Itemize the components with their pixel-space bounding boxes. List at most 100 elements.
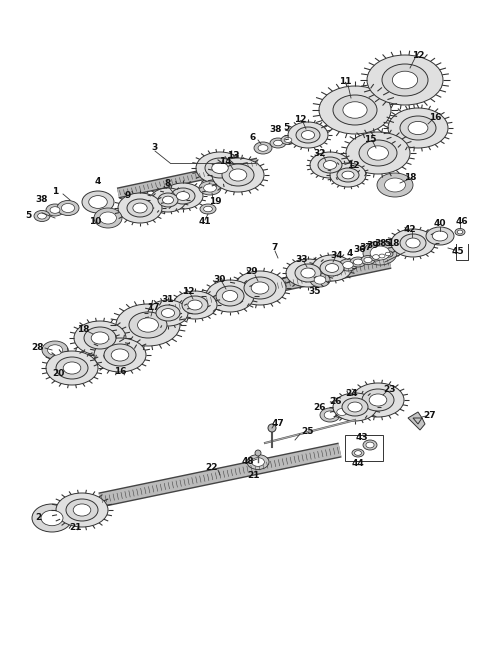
Ellipse shape bbox=[333, 95, 377, 125]
Text: 29: 29 bbox=[246, 267, 258, 276]
Text: 31: 31 bbox=[162, 295, 174, 305]
Ellipse shape bbox=[150, 188, 186, 212]
Text: 28: 28 bbox=[32, 343, 44, 352]
Ellipse shape bbox=[251, 282, 269, 294]
Text: 18: 18 bbox=[77, 326, 89, 335]
Ellipse shape bbox=[56, 493, 108, 527]
Ellipse shape bbox=[48, 345, 62, 355]
Ellipse shape bbox=[281, 136, 295, 145]
Text: 48: 48 bbox=[242, 457, 254, 466]
Bar bbox=[345, 435, 383, 461]
Ellipse shape bbox=[318, 157, 342, 173]
Ellipse shape bbox=[258, 145, 268, 151]
Ellipse shape bbox=[42, 341, 68, 359]
Ellipse shape bbox=[41, 510, 63, 526]
Ellipse shape bbox=[324, 160, 336, 170]
Ellipse shape bbox=[204, 206, 212, 212]
Text: 13: 13 bbox=[227, 151, 239, 160]
Ellipse shape bbox=[455, 229, 465, 236]
Ellipse shape bbox=[100, 212, 117, 224]
Text: 5: 5 bbox=[384, 238, 390, 248]
Ellipse shape bbox=[372, 255, 380, 259]
Ellipse shape bbox=[342, 171, 354, 179]
Ellipse shape bbox=[247, 455, 269, 470]
Ellipse shape bbox=[94, 208, 122, 228]
Text: 12: 12 bbox=[347, 160, 359, 170]
Ellipse shape bbox=[177, 192, 190, 200]
Text: 16: 16 bbox=[114, 367, 126, 377]
Ellipse shape bbox=[63, 362, 81, 374]
Text: 44: 44 bbox=[352, 460, 364, 468]
Text: 45: 45 bbox=[452, 248, 464, 257]
Text: 26: 26 bbox=[314, 403, 326, 413]
Ellipse shape bbox=[333, 393, 377, 421]
Ellipse shape bbox=[173, 291, 217, 319]
Text: 12: 12 bbox=[182, 286, 194, 295]
Text: 10: 10 bbox=[89, 217, 101, 227]
Text: 38: 38 bbox=[375, 240, 387, 248]
Ellipse shape bbox=[229, 169, 247, 181]
Ellipse shape bbox=[400, 116, 436, 140]
Ellipse shape bbox=[457, 230, 463, 234]
Text: 14: 14 bbox=[219, 157, 231, 166]
Text: 37: 37 bbox=[360, 244, 372, 252]
Ellipse shape bbox=[312, 255, 352, 281]
Ellipse shape bbox=[244, 277, 276, 299]
Text: 4: 4 bbox=[95, 178, 101, 187]
Text: 46: 46 bbox=[456, 217, 468, 227]
Ellipse shape bbox=[376, 252, 387, 259]
Ellipse shape bbox=[234, 271, 286, 305]
Ellipse shape bbox=[252, 458, 264, 466]
Text: 21: 21 bbox=[69, 523, 81, 533]
Text: 40: 40 bbox=[434, 219, 446, 229]
Ellipse shape bbox=[385, 252, 391, 255]
Ellipse shape bbox=[32, 504, 72, 532]
Ellipse shape bbox=[400, 234, 426, 252]
Ellipse shape bbox=[182, 296, 208, 314]
Ellipse shape bbox=[286, 259, 330, 287]
Ellipse shape bbox=[432, 231, 448, 241]
Ellipse shape bbox=[383, 251, 393, 257]
Text: 16: 16 bbox=[429, 113, 441, 122]
Text: 35: 35 bbox=[309, 288, 321, 297]
Ellipse shape bbox=[337, 168, 359, 182]
Ellipse shape bbox=[408, 121, 428, 134]
Ellipse shape bbox=[320, 408, 340, 422]
Text: 36: 36 bbox=[354, 246, 366, 255]
Text: 8: 8 bbox=[165, 179, 171, 187]
Ellipse shape bbox=[301, 268, 315, 278]
Ellipse shape bbox=[325, 263, 338, 272]
Text: 19: 19 bbox=[209, 198, 221, 206]
Text: 22: 22 bbox=[206, 464, 218, 472]
Text: 11: 11 bbox=[339, 77, 351, 86]
Ellipse shape bbox=[127, 199, 153, 217]
Ellipse shape bbox=[320, 260, 344, 276]
Ellipse shape bbox=[254, 142, 272, 154]
Ellipse shape bbox=[66, 499, 98, 521]
Ellipse shape bbox=[310, 273, 330, 287]
Text: 15: 15 bbox=[364, 136, 376, 145]
Ellipse shape bbox=[361, 255, 375, 265]
Ellipse shape bbox=[284, 138, 292, 143]
Text: 2: 2 bbox=[35, 514, 41, 523]
Text: 43: 43 bbox=[356, 434, 368, 443]
Text: 9: 9 bbox=[125, 191, 131, 200]
Text: 42: 42 bbox=[404, 225, 416, 234]
Ellipse shape bbox=[188, 300, 202, 310]
Ellipse shape bbox=[37, 213, 47, 219]
Ellipse shape bbox=[94, 338, 146, 372]
Ellipse shape bbox=[74, 321, 126, 355]
Ellipse shape bbox=[377, 173, 413, 197]
Ellipse shape bbox=[56, 357, 88, 379]
Ellipse shape bbox=[324, 411, 336, 419]
Text: 30: 30 bbox=[214, 276, 226, 284]
Ellipse shape bbox=[314, 276, 326, 284]
Ellipse shape bbox=[46, 204, 64, 216]
Ellipse shape bbox=[148, 300, 188, 326]
Ellipse shape bbox=[346, 132, 410, 174]
Text: 24: 24 bbox=[346, 390, 358, 398]
Ellipse shape bbox=[138, 318, 158, 332]
Ellipse shape bbox=[391, 229, 435, 257]
Ellipse shape bbox=[57, 200, 79, 215]
Ellipse shape bbox=[370, 246, 390, 260]
